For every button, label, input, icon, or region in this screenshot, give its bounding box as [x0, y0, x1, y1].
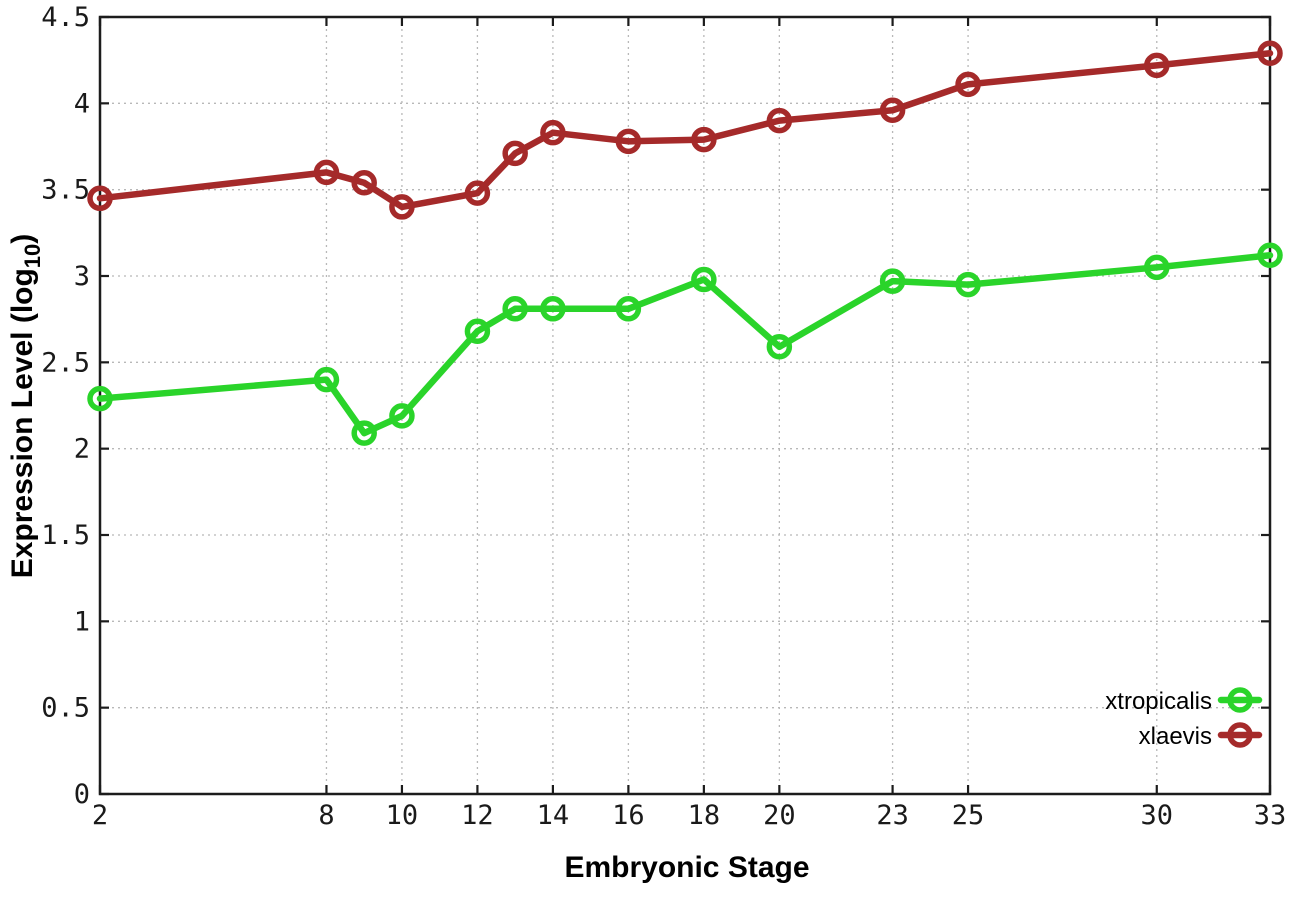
x-tick-label: 16 — [612, 800, 645, 831]
x-tick-label: 30 — [1141, 800, 1174, 831]
x-tick-label: 10 — [386, 800, 419, 831]
data-point-xtropicalis — [351, 420, 377, 446]
data-point-xlaevis — [389, 194, 415, 220]
data-point-xlaevis — [351, 170, 377, 196]
axis-ticks — [98, 15, 1272, 796]
x-tick-label: 33 — [1254, 800, 1287, 831]
data-point-xtropicalis — [1144, 254, 1170, 281]
data-point-xtropicalis — [313, 366, 340, 393]
series-line-xtropicalis — [96, 252, 1274, 437]
legend-label-xtropicalis: xtropicalis — [1105, 688, 1212, 715]
data-point-xtropicalis — [691, 266, 717, 293]
data-point-xtropicalis — [464, 318, 491, 345]
data-point-xtropicalis — [540, 296, 566, 322]
data-point-xlaevis — [955, 71, 981, 98]
x-tick-label: 18 — [688, 800, 721, 831]
data-point-xlaevis — [1144, 52, 1170, 79]
x-tick-label: 8 — [318, 800, 334, 831]
y-tick-label: 1.5 — [41, 520, 90, 551]
y-axis-title-subscript: 10 — [20, 244, 45, 268]
y-tick-label: 2 — [74, 434, 90, 465]
data-point-xlaevis — [313, 159, 340, 186]
y-axis-title-close: ) — [6, 234, 39, 244]
data-point-xtropicalis — [502, 296, 528, 322]
y-tick-label: 3 — [74, 261, 90, 292]
y-axis-title: Expression Level (log10) — [6, 234, 45, 579]
legend-marker-circle-icon — [1227, 687, 1253, 713]
y-tick-label: 1 — [74, 606, 90, 637]
data-point-xlaevis — [540, 119, 566, 146]
series-line-xlaevis — [96, 50, 1274, 211]
data-point-xlaevis — [502, 140, 528, 167]
x-tick-label: 20 — [763, 800, 796, 831]
x-tick-label: 14 — [537, 800, 570, 831]
y-tick-label: 4.5 — [41, 2, 90, 33]
gridlines — [100, 17, 1270, 794]
data-point-xtropicalis — [87, 385, 113, 412]
data-point-xlaevis — [1257, 40, 1283, 67]
data-point-xlaevis — [87, 185, 113, 212]
x-axis-title: Embryonic Stage — [564, 851, 809, 884]
data-series — [87, 40, 1283, 446]
x-tick-label: 25 — [952, 800, 985, 831]
y-tick-label: 0 — [74, 779, 90, 810]
legend-marker-circle-icon — [1227, 722, 1253, 748]
data-point-xtropicalis — [955, 271, 981, 298]
legend: xtropicalis xlaevis — [1105, 687, 1263, 750]
y-tick-label: 0.5 — [41, 693, 90, 724]
data-point-xlaevis — [615, 128, 642, 155]
data-point-xlaevis — [691, 126, 717, 153]
y-tick-label: 2.5 — [41, 347, 90, 378]
y-tick-label: 3.5 — [41, 175, 90, 206]
data-point-xlaevis — [464, 180, 491, 206]
axis-tick-labels: 2 8 10 12 14 16 18 20 23 25 30 33 0 0.5 1 1.5 2 2.5 3 3.5 4 4… — [41, 2, 1286, 831]
x-tick-label: 2 — [92, 800, 108, 831]
data-point-xtropicalis — [766, 334, 793, 360]
plot-border — [98, 15, 1272, 796]
data-point-xtropicalis — [389, 403, 415, 429]
x-tick-label: 12 — [461, 800, 494, 831]
data-point-xlaevis — [879, 97, 906, 123]
y-axis-title-text: Expression Level (log — [6, 268, 39, 578]
data-point-xtropicalis — [1257, 242, 1283, 269]
x-tick-label: 23 — [876, 800, 909, 831]
data-point-xtropicalis — [879, 268, 906, 294]
legend-label-xlaevis: xlaevis — [1139, 723, 1212, 750]
data-point-xlaevis — [766, 107, 793, 134]
y-tick-label: 4 — [74, 88, 90, 119]
data-point-xtropicalis — [615, 296, 642, 322]
